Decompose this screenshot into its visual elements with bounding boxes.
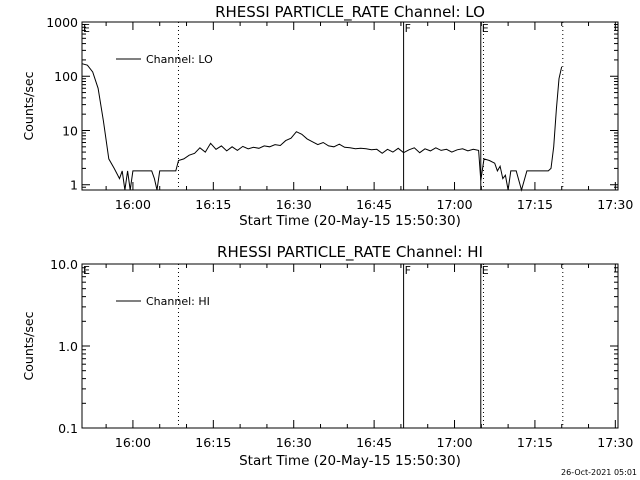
x-tick-label: 17:15 [517, 197, 553, 212]
legend-label: Channel: LO [146, 53, 213, 66]
x-tick-label: 17:00 [437, 197, 473, 212]
corner-marker-label: E [83, 264, 90, 277]
footer-timestamp: 26-Oct-2021 05:01 [561, 468, 637, 477]
panel-lo: RHESSI PARTICLE_RATE Channel: LO 1 10 100 10… [21, 3, 633, 229]
x-tick-label: 16:15 [195, 435, 231, 450]
y-tick-label: 1.0 [58, 339, 78, 354]
corner-marker-label: E [83, 22, 90, 35]
x-tick-label: 16:45 [356, 435, 392, 450]
y-tick-label: 10 [62, 123, 78, 138]
y-tick-label: 100 [54, 69, 78, 84]
marker-label: F [405, 22, 411, 35]
marker-label: E [482, 22, 489, 35]
legend-label: Channel: HI [146, 295, 210, 308]
y-axis-label: Counts/sec [21, 71, 36, 140]
y-tick-label: 1 [70, 178, 78, 193]
marker-label: F [405, 264, 411, 277]
chart-title: RHESSI PARTICLE_RATE Channel: HI [217, 243, 483, 262]
x-tick-label: 16:15 [195, 197, 231, 212]
x-axis-label: Start Time (20-May-15 15:50:30) [239, 453, 461, 469]
x-tick-label: 17:30 [597, 435, 633, 450]
y-tick-label: 1000 [46, 15, 78, 30]
x-tick-label: 17:00 [437, 435, 473, 450]
series-line [81, 63, 563, 192]
x-axis-label: Start Time (20-May-15 15:50:30) [239, 213, 461, 229]
panel-hi: RHESSI PARTICLE_RATE Channel: HI 0.1 1.0 10… [21, 243, 633, 469]
x-tick-label: 16:30 [276, 197, 312, 212]
plot-frame [81, 21, 619, 191]
y-tick-label: 0.1 [58, 421, 78, 436]
x-tick-label: 17:15 [517, 435, 553, 450]
x-tick-label: 16:45 [356, 197, 392, 212]
y-axis-label: Counts/sec [21, 311, 36, 380]
x-tick-label: 16:00 [115, 197, 151, 212]
chart-title: RHESSI PARTICLE_RATE Channel: LO [215, 3, 485, 22]
plot-frame [81, 263, 619, 429]
marker-label: E [482, 264, 489, 277]
x-tick-label: 16:30 [276, 435, 312, 450]
y-tick-label: 10.0 [50, 257, 78, 272]
x-tick-label: 16:00 [115, 435, 151, 450]
x-tick-label: 17:30 [597, 197, 633, 212]
